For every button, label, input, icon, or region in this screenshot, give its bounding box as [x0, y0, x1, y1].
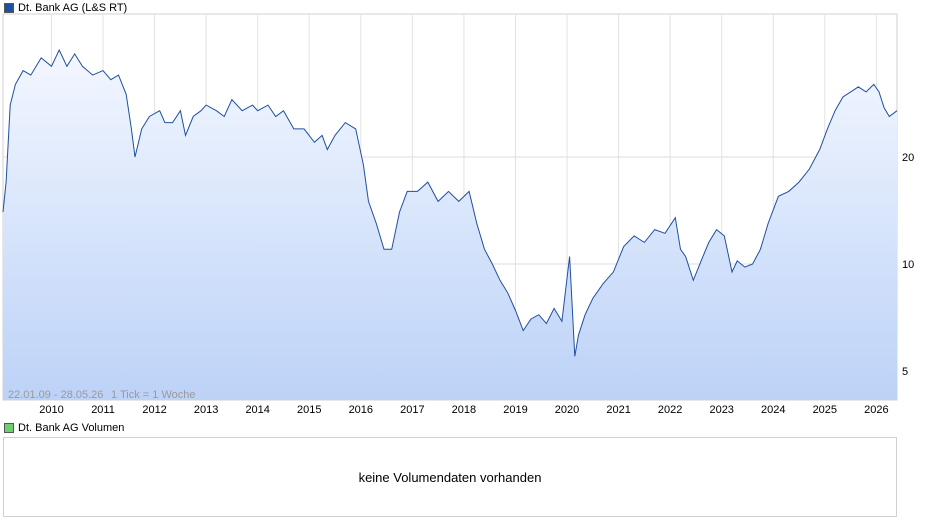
- y-axis: 5 10 20: [902, 152, 914, 378]
- x-tick-label: 2019: [503, 404, 527, 416]
- volume-legend-swatch: [4, 423, 14, 433]
- price-line: [2, 48, 898, 357]
- price-legend-swatch: [4, 3, 14, 13]
- x-tick-label: 2024: [761, 404, 785, 416]
- y-tick-label: 5: [902, 366, 908, 378]
- x-tick-label: 2017: [400, 404, 424, 416]
- x-tick-label: 2013: [194, 404, 218, 416]
- price-area: [3, 50, 897, 400]
- price-legend: Dt. Bank AG (L&S RT): [4, 2, 127, 14]
- x-tick-label: 2016: [349, 404, 373, 416]
- x-tick-label: 2018: [452, 404, 476, 416]
- x-axis: 2010 2011 2012 2013 2014 2015 2016 2017 2018 2019…: [39, 404, 888, 416]
- x-tick-label: 2022: [658, 404, 682, 416]
- price-legend-label: Dt. Bank AG (L&S RT): [18, 2, 128, 14]
- x-tick-label: 2025: [813, 404, 837, 416]
- volume-legend: Dt. Bank AG Volumen: [4, 422, 124, 434]
- x-tick-label: 2014: [245, 404, 269, 416]
- y-tick-label: 10: [902, 259, 914, 271]
- volume-legend-label: Dt. Bank AG Volumen: [18, 422, 125, 434]
- x-tick-label: 2012: [142, 404, 166, 416]
- x-tick-label: 2021: [606, 404, 630, 416]
- tick-interval-label: 1 Tick = 1 Woche: [111, 389, 195, 401]
- date-range-label: 22.01.09 - 28.05.26: [8, 389, 103, 401]
- x-tick-label: 2023: [709, 404, 733, 416]
- volume-empty-message: keine Volumendaten vorhanden: [358, 469, 542, 485]
- x-tick-label: 2020: [555, 404, 579, 416]
- x-tick-label: 2026: [864, 404, 888, 416]
- x-tick-label: 2011: [91, 404, 115, 416]
- y-tick-label: 20: [902, 152, 914, 164]
- x-tick-label: 2010: [39, 404, 63, 416]
- volume-panel: keine Volumendaten vorhanden: [3, 437, 897, 517]
- x-tick-label: 2015: [297, 404, 321, 416]
